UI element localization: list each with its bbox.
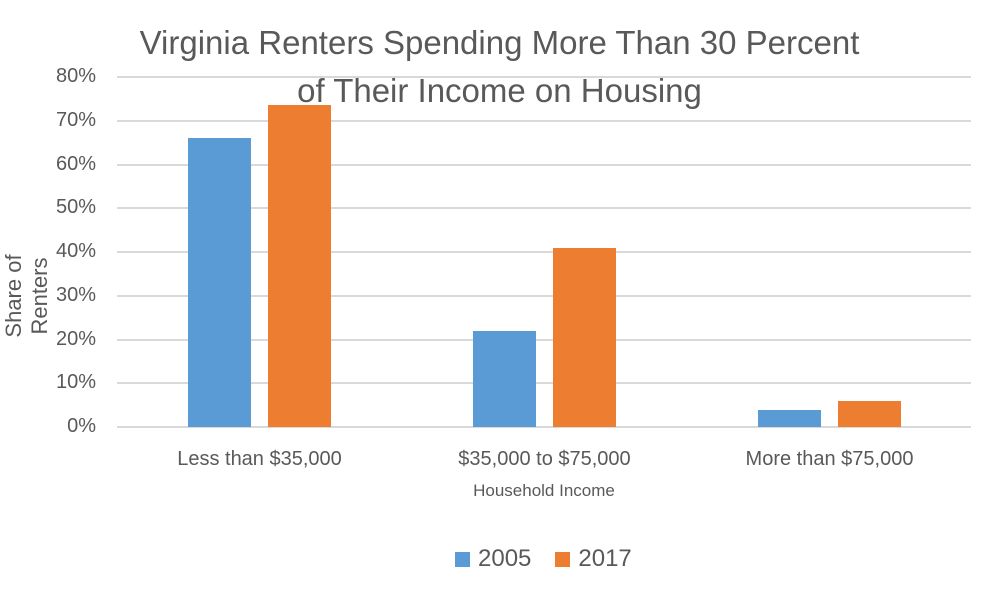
bar-2017-1 bbox=[553, 247, 616, 427]
legend-item-2005: 2005 bbox=[455, 545, 531, 573]
legend-swatch-2017 bbox=[555, 551, 571, 567]
gridline bbox=[117, 163, 971, 166]
bar-2017-0 bbox=[268, 105, 331, 427]
bar-2005-0 bbox=[188, 138, 251, 427]
y-tick-label: 80% bbox=[55, 65, 96, 87]
y-tick-label: 60% bbox=[55, 152, 96, 175]
gridline bbox=[117, 119, 971, 122]
legend-item-2017: 2017 bbox=[555, 545, 632, 573]
gridline bbox=[117, 426, 971, 428]
chart-title-line-1: Virginia Renters Spending More Than 30 P… bbox=[139, 24, 860, 61]
legend-swatch-2005 bbox=[455, 551, 470, 567]
gridline bbox=[117, 294, 971, 297]
bar-2005-2 bbox=[758, 409, 821, 427]
legend-label-2017: 2017 bbox=[578, 545, 632, 572]
y-tick-label: 40% bbox=[55, 240, 96, 262]
gridline bbox=[117, 338, 971, 341]
bar-2005-1 bbox=[473, 330, 536, 427]
gridline bbox=[117, 382, 971, 385]
x-axis-label: Household Income bbox=[473, 481, 615, 500]
y-tick-label: 0% bbox=[67, 415, 96, 437]
gridline bbox=[117, 76, 971, 78]
y-tick-label: 10% bbox=[55, 371, 96, 394]
y-tick-label: 30% bbox=[55, 283, 96, 306]
x-category-label: Less than $35,000 bbox=[177, 448, 342, 470]
y-tick-label: 50% bbox=[55, 196, 96, 219]
gridline bbox=[117, 251, 971, 253]
y-tick-label: 70% bbox=[55, 108, 96, 131]
x-category-label: More than $75,000 bbox=[745, 448, 914, 470]
gridline bbox=[117, 207, 971, 210]
bar-2017-2 bbox=[838, 400, 901, 427]
legend: 2005 2017 bbox=[455, 545, 656, 573]
legend-label-2005: 2005 bbox=[478, 545, 532, 572]
chart-title-line-2: of Their Income on Housing bbox=[297, 72, 702, 109]
x-category-label: $35,000 to $75,000 bbox=[458, 448, 631, 470]
y-tick-label: 20% bbox=[55, 327, 96, 350]
